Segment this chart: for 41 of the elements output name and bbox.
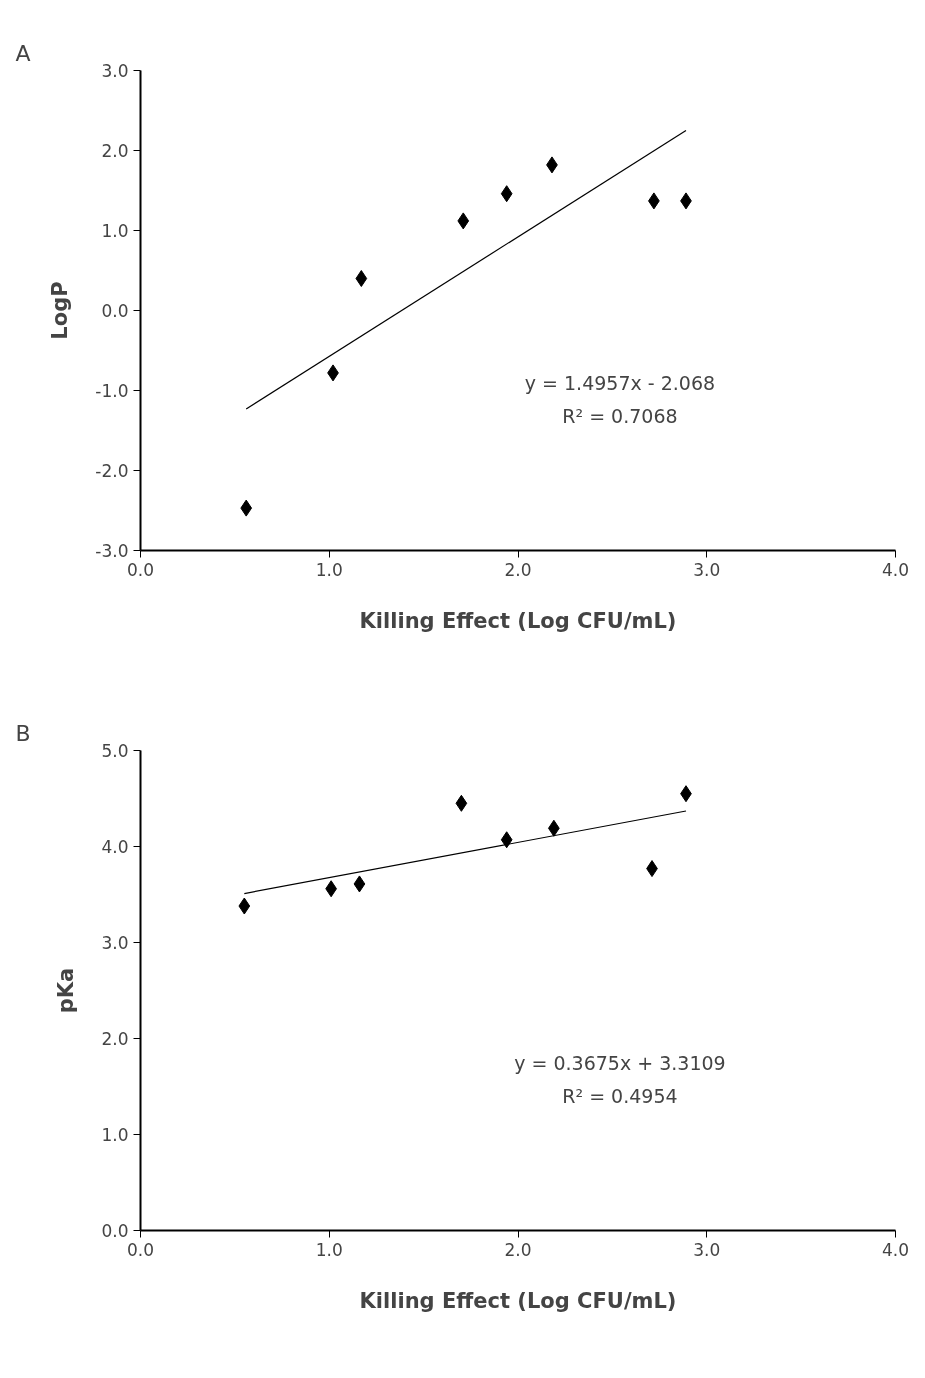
y-tick-label: 3.0 bbox=[101, 933, 129, 953]
annotation: R² = 0.7068 bbox=[562, 405, 678, 428]
point bbox=[238, 897, 251, 915]
y-tick-label: 3.0 bbox=[101, 61, 129, 81]
point bbox=[457, 212, 470, 230]
chart-title: A bbox=[15, 40, 31, 66]
y-tick-label: 2.0 bbox=[101, 1029, 129, 1049]
annotation: R² = 0.4954 bbox=[562, 1085, 678, 1108]
x-axis-title: Killing Effect (Log CFU/mL) bbox=[359, 608, 677, 633]
y-tick-label: 0.0 bbox=[101, 301, 129, 321]
x-tick-label: 0.0 bbox=[126, 559, 155, 580]
annotation: y = 0.3675x + 3.3109 bbox=[514, 1051, 726, 1074]
x-tick-label: 4.0 bbox=[881, 1239, 910, 1260]
y-tick-label: 2.0 bbox=[101, 141, 129, 161]
point bbox=[455, 794, 468, 812]
y-tick-label: -2.0 bbox=[95, 461, 129, 481]
x-axis-title: Killing Effect (Log CFU/mL) bbox=[359, 1288, 677, 1313]
point bbox=[500, 185, 513, 203]
y-tick-label: 0.0 bbox=[101, 1221, 129, 1241]
y-tick-label: 4.0 bbox=[101, 837, 129, 857]
point bbox=[355, 270, 368, 287]
chart-title: B bbox=[15, 720, 31, 746]
x-tick-label: 3.0 bbox=[693, 559, 721, 580]
x-tick-label: 3.0 bbox=[693, 1239, 721, 1260]
y-tick-label: -3.0 bbox=[95, 541, 129, 561]
y-tick-label: -1.0 bbox=[95, 381, 129, 401]
point bbox=[240, 499, 253, 517]
x-tick-label: 2.0 bbox=[504, 1239, 532, 1260]
x-tick-label: 4.0 bbox=[881, 559, 910, 580]
y-tick-label: 5.0 bbox=[101, 741, 129, 761]
annotation: y = 1.4957x - 2.068 bbox=[524, 371, 716, 394]
x-tick-label: 0.0 bbox=[126, 1239, 155, 1260]
point bbox=[500, 831, 513, 849]
y-tick-label: 1.0 bbox=[101, 221, 129, 241]
x-tick-label: 2.0 bbox=[504, 559, 532, 580]
y-tick-label: 1.0 bbox=[101, 1125, 129, 1145]
y-axis-title: LogP bbox=[48, 281, 73, 340]
point bbox=[353, 875, 366, 893]
y-axis-title: pKa bbox=[54, 967, 79, 1014]
x-tick-label: 1.0 bbox=[315, 559, 343, 580]
x-tick-label: 1.0 bbox=[315, 1239, 343, 1260]
